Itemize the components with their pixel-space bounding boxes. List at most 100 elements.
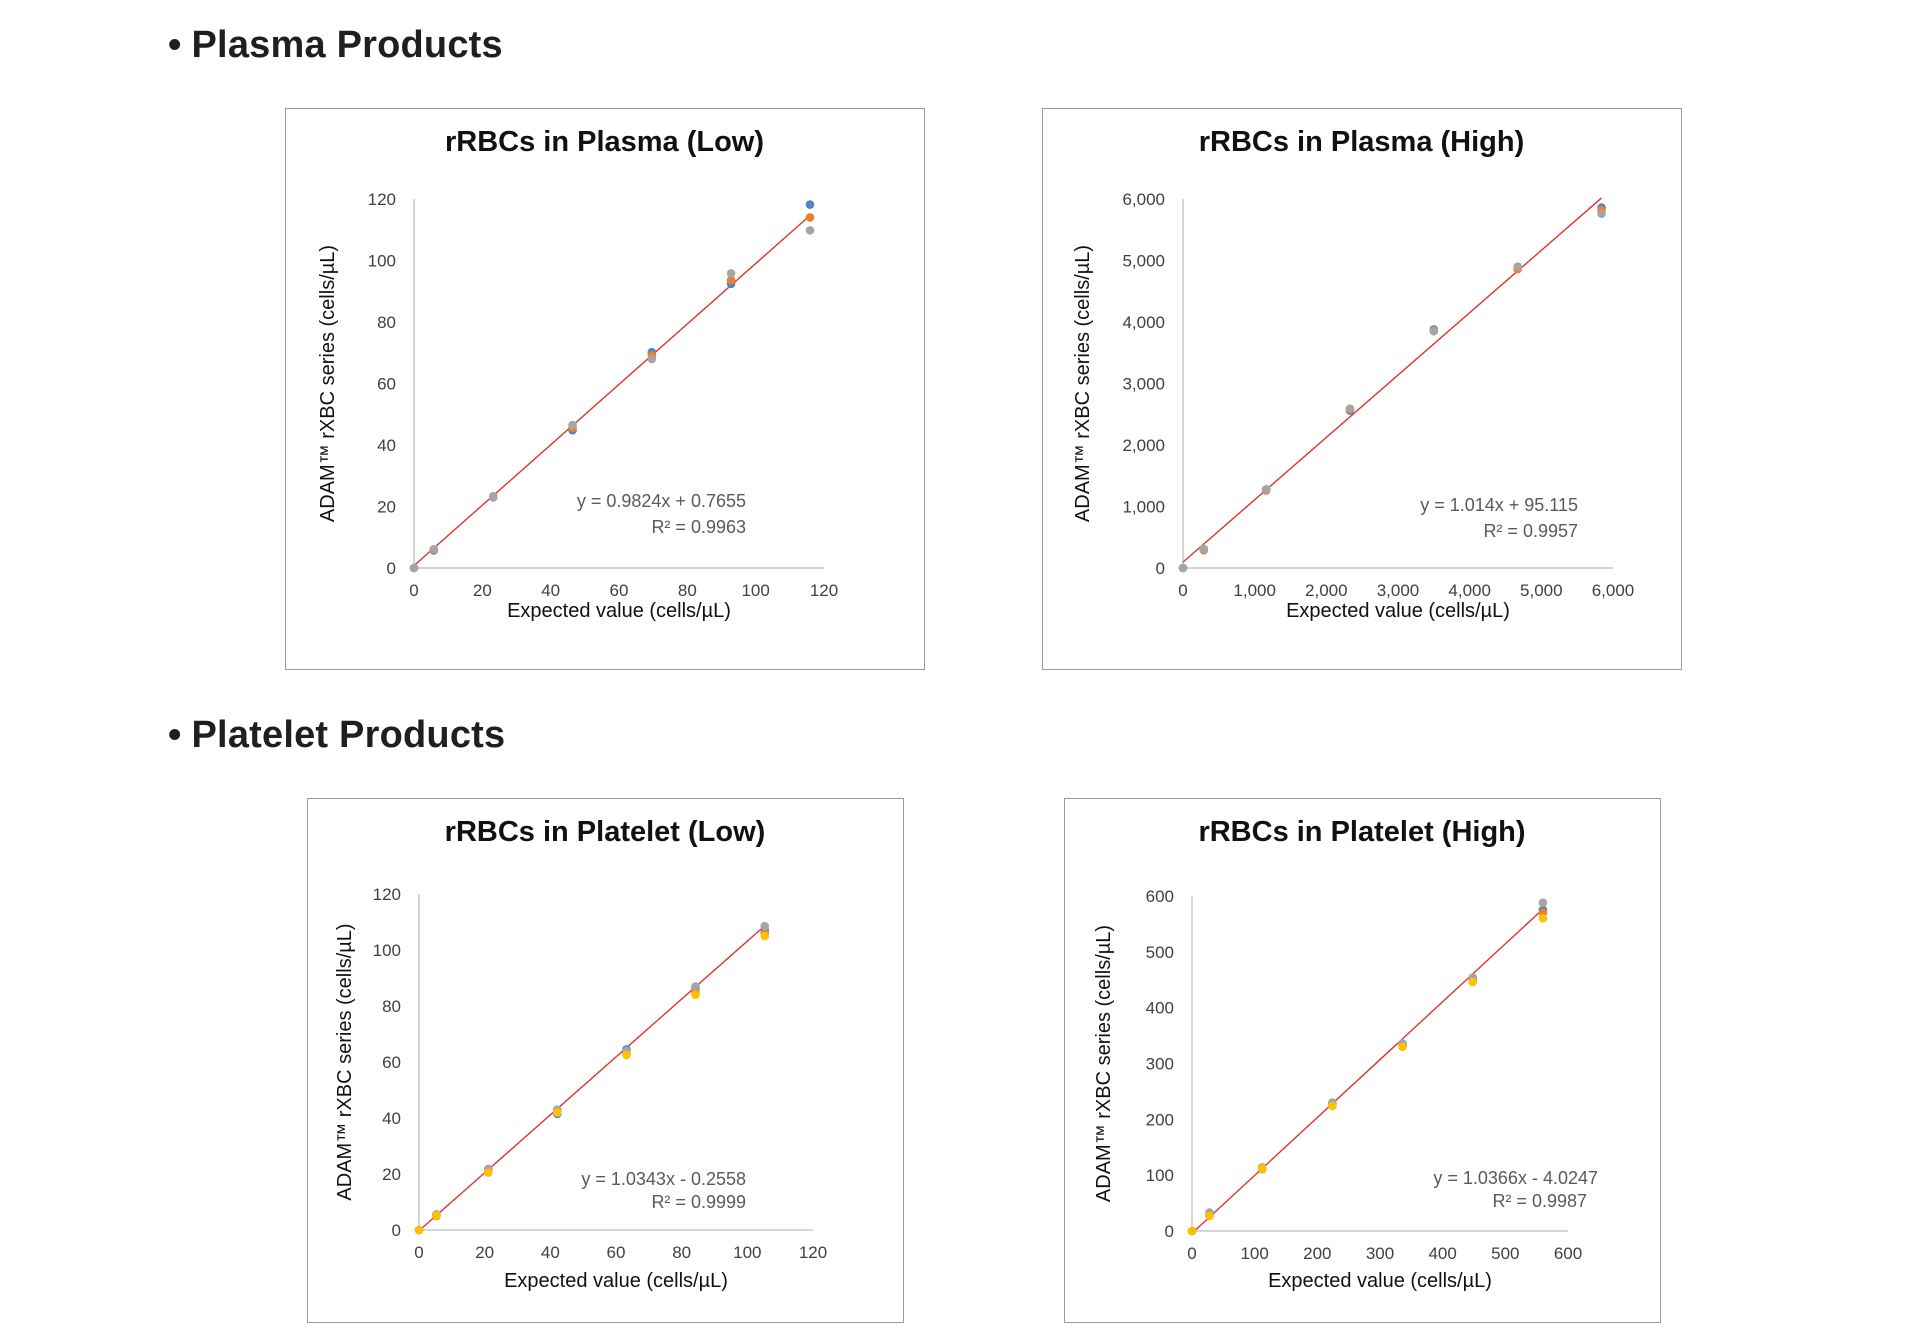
data-point [1261, 484, 1271, 494]
x-tick-label: 0 [414, 1243, 423, 1262]
x-tick-label: 0 [1187, 1244, 1196, 1263]
x-tick-label: 100 [741, 581, 769, 600]
y-tick-label: 2,000 [1122, 436, 1165, 455]
data-point [432, 1211, 441, 1220]
data-point [568, 420, 577, 430]
trendline [413, 215, 811, 567]
x-tick-label: 200 [1303, 1244, 1331, 1263]
data-point [1205, 1211, 1214, 1221]
data-point [1597, 209, 1606, 219]
data-point [483, 1168, 493, 1177]
data-point [647, 354, 657, 364]
x-axis-title: Expected value (cells/µL) [507, 600, 731, 622]
y-tick-label: 500 [1146, 943, 1174, 962]
chart-title: rRBCs in Plasma (High) [1199, 126, 1525, 158]
x-tick-label: 80 [672, 1243, 691, 1262]
y-tick-label: 200 [1146, 1110, 1174, 1129]
trendline-equation: y = 1.0343x - 0.2558 [581, 1169, 746, 1189]
x-tick-label: 40 [541, 1243, 560, 1262]
y-tick-label: 1,000 [1122, 498, 1165, 517]
data-point [1398, 1042, 1407, 1052]
data-point [409, 563, 419, 573]
r-squared-label: R² = 0.9957 [1483, 521, 1578, 541]
y-tick-label: 3,000 [1122, 375, 1165, 394]
y-axis-title: ADAM™ rXBC series (cells/µL) [334, 923, 356, 1200]
y-tick-label: 0 [1165, 1222, 1174, 1241]
data-point [1187, 1226, 1197, 1236]
x-tick-label: 1,000 [1233, 581, 1276, 600]
data-point [760, 931, 770, 941]
data-point [1468, 977, 1478, 987]
data-point [1345, 404, 1355, 414]
section-heading-text: Plasma Products [191, 24, 503, 66]
bullet: • [168, 714, 182, 756]
data-point [1429, 326, 1439, 336]
section-heading-text: Platelet Products [191, 714, 506, 756]
y-tick-label: 0 [1156, 559, 1165, 578]
data-point [726, 275, 736, 285]
x-tick-label: 500 [1491, 1244, 1519, 1263]
section-heading-platelet: • Platelet Products [168, 714, 505, 757]
chart-platelet-low: rRBCs in Platelet (Low) 0 20 40 60 80 100 120 0 2… [307, 798, 904, 1323]
r-squared-label: R² = 0.9999 [651, 1192, 746, 1212]
y-tick-label: 300 [1146, 1055, 1174, 1074]
y-tick-label: 4,000 [1122, 313, 1165, 332]
y-tick-label: 6,000 [1122, 190, 1165, 209]
chart-plasma-high-svg: rRBCs in Plasma (High) 0 1,000 2,000 3,000 4,… [1072, 126, 1635, 622]
data-point [1257, 1164, 1267, 1173]
y-tick-label: 20 [382, 1165, 401, 1184]
x-tick-label: 80 [678, 581, 697, 600]
y-tick-label: 40 [382, 1109, 401, 1128]
x-tick-label: 60 [607, 1243, 626, 1262]
x-axis-title: Expected value (cells/µL) [1268, 1270, 1492, 1292]
y-tick-label: 0 [387, 559, 396, 578]
y-tick-label: 600 [1146, 887, 1174, 906]
data-point [488, 492, 498, 502]
y-axis-title: ADAM™ rXBC series (cells/µL) [1093, 925, 1115, 1202]
trendline-equation: y = 0.9824x + 0.7655 [577, 491, 746, 511]
x-tick-label: 0 [409, 581, 418, 600]
trendline [418, 925, 766, 1232]
x-tick-label: 600 [1554, 1244, 1582, 1263]
chart-platelet-high-svg: rRBCs in Platelet (High) 0 100 200 300 400 500… [1093, 816, 1598, 1292]
chart-platelet-high: rRBCs in Platelet (High) 0 100 200 300 400 500… [1064, 798, 1661, 1323]
x-tick-label: 120 [810, 581, 838, 600]
trendline [1191, 908, 1544, 1234]
data-point [760, 921, 770, 931]
data-point [1538, 914, 1548, 923]
x-tick-label: 20 [473, 581, 492, 600]
x-tick-label: 6,000 [1592, 581, 1635, 600]
data-point [726, 269, 736, 278]
x-axis-title: Expected value (cells/µL) [1286, 600, 1510, 622]
x-axis-title: Expected value (cells/µL) [504, 1270, 728, 1292]
chart-platelet-low-svg: rRBCs in Platelet (Low) 0 20 40 60 80 100 120 0 2… [334, 816, 827, 1292]
y-tick-label: 80 [377, 313, 396, 332]
data-point [1199, 544, 1209, 554]
section-heading-plasma: • Plasma Products [168, 24, 503, 67]
y-tick-label: 100 [368, 252, 396, 271]
x-tick-label: 300 [1366, 1244, 1394, 1263]
trendline-equation: y = 1.0366x - 4.0247 [1433, 1168, 1598, 1188]
x-tick-label: 60 [610, 581, 629, 600]
y-tick-label: 400 [1146, 999, 1174, 1018]
data-point [622, 1050, 631, 1060]
data-point [1513, 262, 1522, 271]
x-tick-label: 5,000 [1520, 581, 1563, 600]
x-tick-label: 3,000 [1377, 581, 1420, 600]
data-point [805, 226, 815, 235]
data-point [552, 1108, 562, 1117]
bullet: • [168, 24, 182, 66]
x-tick-label: 100 [733, 1243, 761, 1262]
data-point [1178, 563, 1188, 573]
x-tick-label: 120 [799, 1243, 827, 1262]
x-tick-label: 0 [1178, 581, 1187, 600]
r-squared-label: R² = 0.9963 [651, 517, 746, 537]
y-tick-label: 80 [382, 997, 401, 1016]
r-squared-label: R² = 0.9987 [1492, 1191, 1587, 1211]
y-tick-label: 40 [377, 436, 396, 455]
y-tick-label: 100 [1146, 1166, 1174, 1185]
y-axis-title: ADAM™ rXBC series (cells/µL) [317, 245, 339, 522]
chart-title: rRBCs in Platelet (High) [1198, 816, 1525, 848]
data-point [429, 544, 439, 554]
y-tick-label: 0 [392, 1221, 401, 1240]
